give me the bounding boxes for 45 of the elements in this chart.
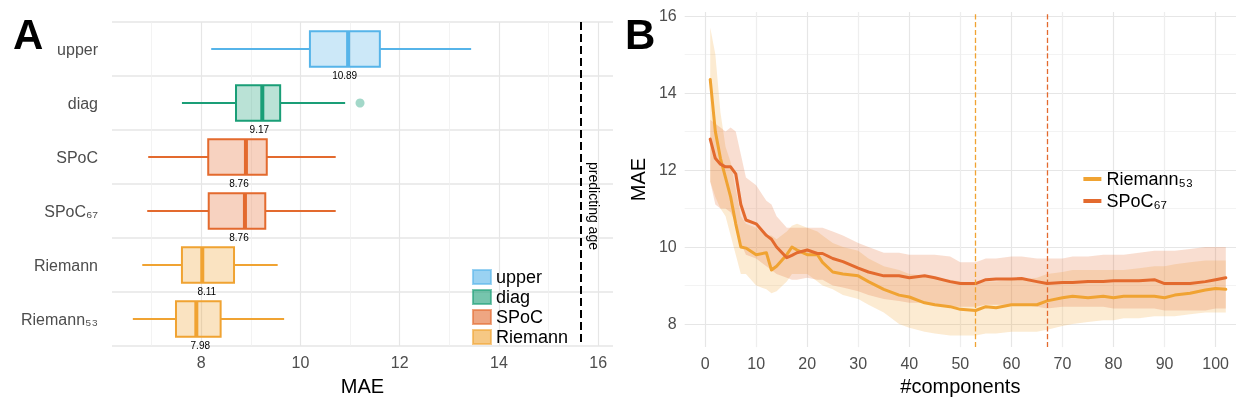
x-tick-label: 60: [1002, 354, 1021, 372]
legend-label: Riemann₅₃: [1106, 169, 1194, 189]
x-tick-label: 50: [951, 354, 970, 372]
x-axis-title: MAE: [340, 375, 385, 397]
annotation: 8.11: [197, 285, 217, 297]
ref-line-label: predicting age: [585, 162, 602, 251]
y-tick-label: upper: [57, 40, 99, 58]
annotation: 9.17: [249, 123, 270, 135]
x-tick-label: 8: [196, 353, 206, 371]
x-tick-label: 16: [589, 353, 608, 371]
x-axis-title: #components: [900, 375, 1021, 397]
y-tick-label: 14: [658, 84, 677, 102]
x-tick-label: 90: [1155, 354, 1174, 372]
y-tick-label: Riemann: [33, 256, 98, 274]
x-tick-label: 40: [900, 354, 919, 372]
legend-label: diag: [495, 287, 530, 307]
x-tick-label: 10: [747, 354, 766, 372]
chart-title: B: [625, 10, 656, 58]
y-tick-label: 12: [658, 161, 677, 179]
x-tick-label: 10: [291, 353, 310, 371]
x-tick-label: 20: [798, 354, 817, 372]
chart-title: A: [13, 10, 44, 58]
annotation: 7.98: [190, 339, 211, 351]
x-tick-label: 100: [1202, 354, 1230, 372]
y-tick-label: SPoC: [56, 148, 98, 166]
x-tick-label: 30: [849, 354, 868, 372]
y-tick-label: SPoC₆₇: [44, 202, 98, 220]
annotation: 8.76: [229, 231, 250, 243]
y-tick-label: diag: [67, 94, 98, 112]
y-tick-label: 10: [658, 238, 677, 256]
legend-label: Riemann: [495, 327, 569, 347]
x-tick-label: 12: [390, 353, 409, 371]
x-tick-label: 80: [1104, 354, 1123, 372]
annotation: 10.89: [332, 69, 358, 81]
y-tick-label: 16: [658, 7, 677, 25]
legend-label: SPoC: [495, 307, 543, 327]
y-tick-label: Riemann₅₃: [21, 310, 98, 328]
x-tick-label: 70: [1053, 354, 1072, 372]
x-tick-label: 14: [490, 353, 508, 371]
x-tick-label: 0: [700, 354, 710, 372]
y-axis-title: MAE: [627, 157, 649, 202]
legend-label: SPoC₆₇: [1106, 191, 1167, 211]
y-tick-label: 8: [667, 315, 677, 333]
legend-label: upper: [495, 267, 543, 287]
annotation: 8.76: [229, 177, 250, 189]
